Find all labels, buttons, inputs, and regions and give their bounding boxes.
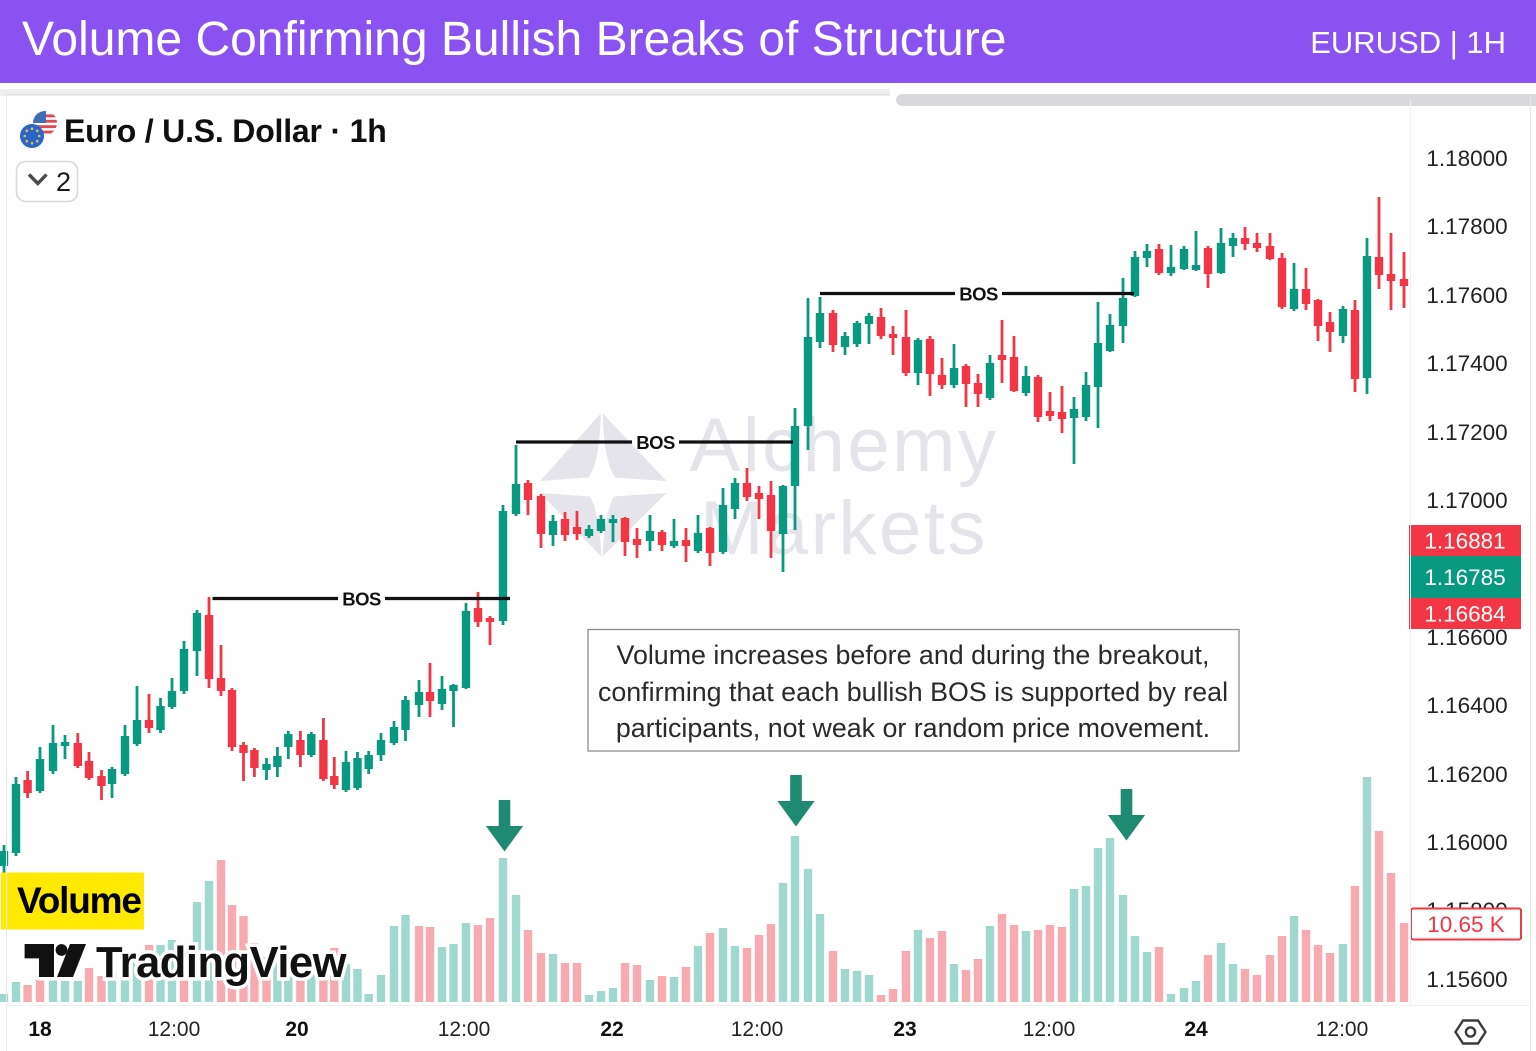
svg-text:12:00: 12:00: [1023, 1018, 1076, 1041]
svg-text:23: 23: [893, 1018, 916, 1041]
svg-text:18: 18: [28, 1018, 52, 1041]
svg-text:1.16881: 1.16881: [1424, 529, 1505, 554]
svg-text:2: 2: [56, 167, 71, 197]
svg-text:1.17400: 1.17400: [1426, 351, 1507, 376]
svg-text:12:00: 12:00: [148, 1018, 201, 1041]
svg-text:24: 24: [1184, 1018, 1208, 1041]
svg-text:participants, not weak or rand: participants, not weak or random price m…: [616, 713, 1210, 743]
svg-text:1.18000: 1.18000: [1426, 146, 1507, 171]
svg-text:12:00: 12:00: [438, 1018, 491, 1041]
svg-text:TradingView: TradingView: [96, 939, 347, 987]
svg-text:1.17200: 1.17200: [1426, 420, 1507, 445]
svg-text:Volume increases before and du: Volume increases before and during the b…: [617, 640, 1210, 670]
svg-text:1.16400: 1.16400: [1426, 693, 1507, 718]
svg-text:BOS: BOS: [342, 589, 381, 610]
svg-text:20: 20: [285, 1018, 308, 1041]
svg-text:1.16684: 1.16684: [1424, 602, 1505, 627]
svg-text:Markets: Markets: [700, 486, 988, 571]
svg-text:12:00: 12:00: [731, 1018, 784, 1041]
svg-text:Alchemy: Alchemy: [690, 403, 999, 488]
svg-text:22: 22: [600, 1018, 623, 1041]
svg-text:Volume: Volume: [17, 880, 141, 921]
svg-text:1.15600: 1.15600: [1426, 967, 1507, 992]
svg-text:BOS: BOS: [636, 432, 675, 453]
svg-text:1.17800: 1.17800: [1426, 214, 1507, 239]
svg-text:1.16200: 1.16200: [1426, 762, 1507, 787]
svg-text:12:00: 12:00: [1316, 1018, 1369, 1041]
svg-text:confirming that each bullish B: confirming that each bullish BOS is supp…: [598, 677, 1228, 707]
svg-text:1.16600: 1.16600: [1426, 625, 1507, 650]
svg-text:Euro / U.S. Dollar · 1h: Euro / U.S. Dollar · 1h: [64, 113, 387, 149]
svg-text:1.16785: 1.16785: [1424, 565, 1505, 590]
svg-text:1.17600: 1.17600: [1426, 283, 1507, 308]
svg-text:10.65 K: 10.65 K: [1427, 912, 1505, 937]
svg-text:BOS: BOS: [959, 284, 998, 305]
svg-text:1.17000: 1.17000: [1426, 488, 1507, 513]
svg-text:1.16000: 1.16000: [1426, 830, 1507, 855]
